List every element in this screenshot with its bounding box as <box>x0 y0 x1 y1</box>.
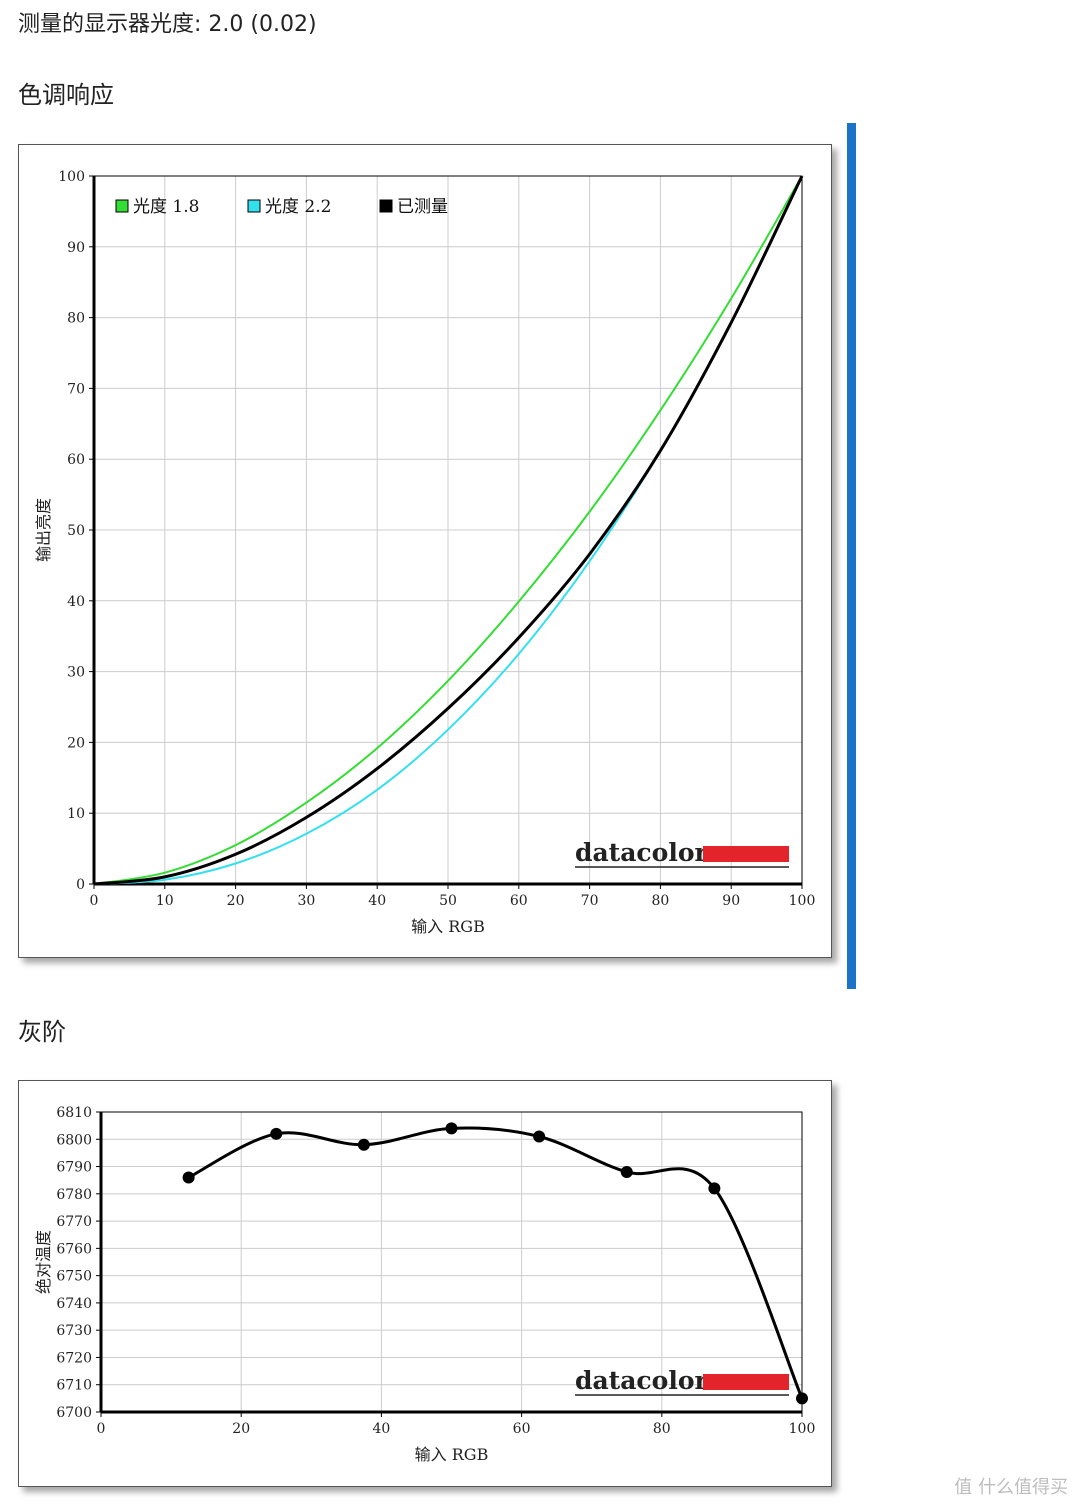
x-tick-label: 40 <box>372 1421 390 1437</box>
data-point <box>533 1130 546 1143</box>
x-tick-label: 50 <box>439 893 457 909</box>
datacolor-logo: datacolor <box>575 838 789 868</box>
logo-wordmark: datacolor <box>575 838 708 867</box>
site-watermark: 值 什么值得买 <box>954 1477 1068 1498</box>
y-tick-label: 6750 <box>56 1269 92 1285</box>
y-tick-label: 6810 <box>56 1105 92 1121</box>
y-tick-label: 90 <box>67 240 85 256</box>
grid-lines <box>93 175 803 885</box>
legend-swatch-2 <box>247 199 261 213</box>
y-tick-label: 40 <box>67 594 85 610</box>
x-tick-label: 40 <box>368 893 386 909</box>
y-tick-label: 6710 <box>56 1378 92 1394</box>
data-point <box>708 1182 721 1195</box>
y-axis-label: 输出亮度 <box>34 498 53 562</box>
y-tick-label: 60 <box>67 452 85 468</box>
x-tick-label: 90 <box>722 893 740 909</box>
y-axis-label: 绝对温度 <box>34 1230 53 1294</box>
grayscale-chart-panel: 0 20 40 60 80 100 6700 6710 6720 6730 6740 6750 6760… <box>18 1080 832 1487</box>
y-tick-label: 20 <box>67 735 85 751</box>
x-tick-label: 80 <box>651 893 669 909</box>
data-point <box>270 1127 283 1140</box>
x-tick-label: 60 <box>513 1421 531 1437</box>
y-tick-label: 6730 <box>56 1323 92 1339</box>
y-tick-label: 6800 <box>56 1132 92 1148</box>
grayscale-heading: 灰阶 <box>18 1018 66 1046</box>
legend-label-1: 光度 1.8 <box>133 197 199 217</box>
grayscale-chart: 0 20 40 60 80 100 6700 6710 6720 6730 6740 6750 6760… <box>34 1105 816 1464</box>
datacolor-logo: datacolor <box>575 1366 789 1396</box>
x-tick-label: 0 <box>97 1421 106 1437</box>
y-tick-label: 50 <box>67 523 85 539</box>
y-tick-label: 6740 <box>56 1296 92 1312</box>
data-point <box>182 1171 195 1184</box>
y-tick-label: 6760 <box>56 1241 92 1257</box>
tone-response-chart: 0 10 20 30 40 50 60 70 80 90 100 0 10 20 30 40 50 60 70 80 9… <box>34 169 816 936</box>
y-tick-label: 80 <box>67 311 85 327</box>
series-line-1 <box>93 175 803 885</box>
legend-swatch-3 <box>379 199 393 213</box>
x-tick-label: 80 <box>653 1421 671 1437</box>
tone-response-chart-panel: 0 10 20 30 40 50 60 70 80 90 100 0 10 20 30 40 50 60 70 80 9… <box>18 144 832 958</box>
data-point <box>445 1122 458 1135</box>
x-tick-label: 100 <box>789 1421 816 1437</box>
logo-red-bar <box>703 846 789 862</box>
legend-label-2: 光度 2.2 <box>265 197 331 217</box>
y-tick-label: 6780 <box>56 1187 92 1203</box>
x-axis-label: 输入 RGB <box>415 1445 489 1464</box>
y-tick-label: 70 <box>67 381 85 397</box>
x-axis-label: 输入 RGB <box>411 917 485 936</box>
y-tick-label: 6700 <box>56 1405 92 1421</box>
x-tick-label: 30 <box>297 893 315 909</box>
logo-red-bar <box>703 1374 789 1390</box>
x-tick-label: 60 <box>510 893 528 909</box>
series-line-3 <box>93 175 804 886</box>
legend-swatch-1 <box>115 199 129 213</box>
y-tick-label: 6790 <box>56 1160 92 1176</box>
legend-label-3: 已测量 <box>397 197 448 217</box>
y-tick-label: 6720 <box>56 1350 92 1366</box>
x-tick-label: 70 <box>581 893 599 909</box>
accent-scroll-bar <box>847 123 856 989</box>
y-tick-label: 6770 <box>56 1214 92 1230</box>
data-point <box>357 1138 370 1151</box>
y-tick-label: 30 <box>67 665 85 681</box>
measured-gamma-text: 测量的显示器光度: 2.0 (0.02) <box>18 12 317 37</box>
y-tick-label: 0 <box>76 877 85 893</box>
grid-lines <box>100 1111 803 1413</box>
x-tick-label: 20 <box>227 893 245 909</box>
x-tick-label: 20 <box>232 1421 250 1437</box>
logo-wordmark: datacolor <box>575 1366 708 1395</box>
series-line-1 <box>187 1126 804 1399</box>
y-tick-label: 100 <box>58 169 85 185</box>
data-point <box>796 1392 808 1405</box>
x-tick-label: 0 <box>90 893 99 909</box>
x-tick-label: 10 <box>156 893 174 909</box>
data-point <box>620 1166 633 1178</box>
x-tick-label: 100 <box>789 893 816 909</box>
tone-response-heading: 色调响应 <box>18 81 114 109</box>
y-tick-label: 10 <box>67 806 85 822</box>
